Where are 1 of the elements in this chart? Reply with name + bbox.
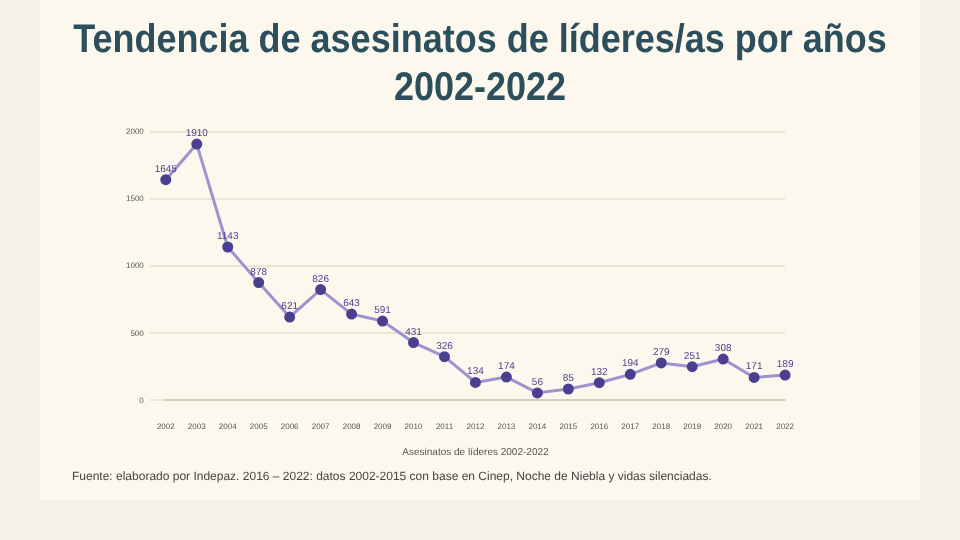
chart-title: Tendencia de asesinatos de líderes/as por años 2002-2022 (71, 16, 889, 112)
